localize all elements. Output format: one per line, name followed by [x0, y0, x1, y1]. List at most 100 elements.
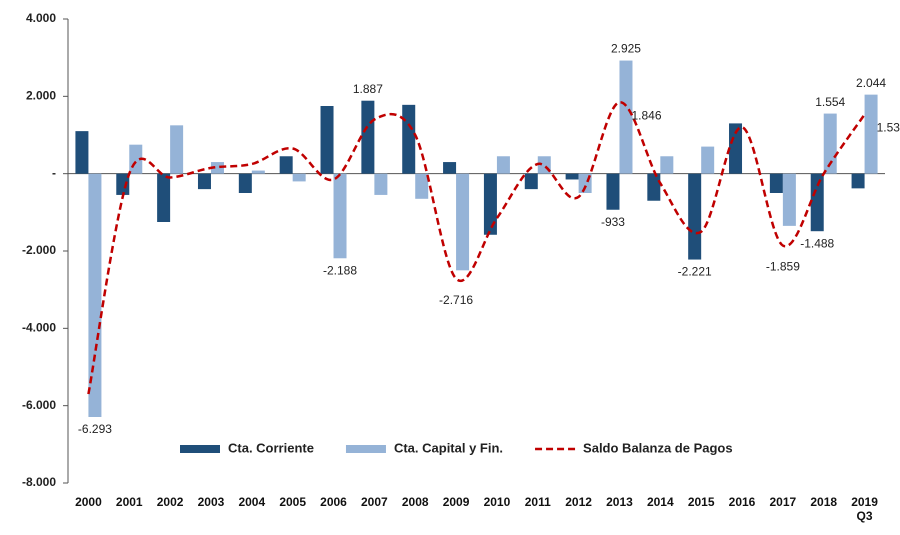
x-label-box: 2004 — [238, 495, 266, 509]
x-tick-label: 2004 — [238, 495, 266, 509]
bar — [864, 94, 878, 174]
bar — [524, 173, 538, 190]
bar — [810, 173, 824, 232]
legend-label: Cta. Capital y Fin. — [394, 440, 503, 455]
x-tick-label: 2002 — [156, 495, 184, 509]
data-label: 1.887 — [353, 82, 383, 96]
x-tick-label: 2018 — [810, 495, 838, 509]
y-tick-label: -4.000 — [22, 321, 56, 335]
bar — [361, 100, 375, 174]
x-tick-label: 2015 — [687, 495, 715, 509]
x-tick-label: 2008 — [401, 495, 429, 509]
x-tick-label: 2006 — [320, 495, 347, 509]
x-label-box: 2008 — [401, 495, 429, 509]
bar — [374, 173, 388, 195]
bar — [238, 173, 252, 193]
bar — [279, 156, 293, 174]
bar — [157, 173, 171, 222]
bar — [851, 173, 865, 189]
bar — [170, 125, 184, 174]
data-label: 2.925 — [611, 42, 641, 56]
data-label: 1.530 — [877, 121, 900, 135]
bar — [415, 173, 429, 199]
x-label-box: 2010 — [483, 495, 511, 509]
bar — [606, 173, 620, 210]
data-label: -2.188 — [323, 263, 357, 277]
x-label-box: 2006 — [320, 495, 347, 509]
bar — [769, 173, 783, 193]
y-tick-label: -8.000 — [22, 475, 56, 489]
data-label: -6.293 — [78, 422, 112, 436]
bar — [660, 156, 674, 174]
x-label-box: 2000 — [75, 495, 102, 509]
bar — [729, 123, 743, 174]
bar — [619, 60, 633, 174]
x-label-box: 2007 — [361, 495, 388, 509]
bar — [483, 173, 497, 235]
x-label-box: 2013 — [606, 495, 633, 509]
x-tick-label: 2009 — [442, 495, 470, 509]
x-tick-label: 2014 — [646, 495, 674, 509]
x-tick-label: 2000 — [75, 495, 102, 509]
data-label: 1.846 — [631, 108, 661, 122]
bar — [688, 173, 702, 260]
bar — [210, 162, 224, 174]
bar — [443, 162, 457, 174]
x-label-box: 2019 Q3 — [851, 495, 878, 523]
x-tick-label: 2003 — [197, 495, 225, 509]
bar — [647, 173, 661, 201]
x-tick-label: 2013 — [606, 495, 633, 509]
y-tick-label: -6.000 — [22, 398, 56, 412]
bar — [701, 146, 715, 174]
bar — [823, 113, 837, 174]
x-label-box: 2002 — [156, 495, 184, 509]
bar — [116, 173, 130, 195]
x-tick-label: 2016 — [728, 495, 756, 509]
x-tick-label: 2007 — [361, 495, 388, 509]
data-label: -1.859 — [766, 260, 800, 274]
data-label: -933 — [601, 215, 625, 229]
x-label-box: 2012 — [565, 495, 592, 509]
bar — [320, 106, 334, 174]
x-label-box: 2015 — [687, 495, 715, 509]
x-label-box: 2016 — [728, 495, 756, 509]
legend-label: Saldo Balanza de Pagos — [583, 440, 733, 455]
bar — [496, 156, 510, 174]
y-tick-label: 2.000 — [26, 89, 56, 103]
bar — [75, 131, 89, 174]
x-label-box: 2001 — [115, 495, 143, 509]
x-tick-label: 2005 — [279, 495, 307, 509]
data-label: 2.044 — [856, 76, 886, 90]
y-tick-label: - — [52, 166, 56, 180]
bar — [565, 173, 579, 180]
x-label-box: 2005 — [279, 495, 307, 509]
x-tick-label: 2019 Q3 — [851, 495, 878, 523]
bar — [456, 173, 470, 271]
line — [87, 101, 866, 395]
x-label-box: 2018 — [810, 495, 838, 509]
legend-swatch — [180, 445, 220, 453]
bar — [88, 173, 102, 417]
x-label-box: 2014 — [646, 495, 674, 509]
x-tick-label: 2001 — [115, 495, 143, 509]
legend-label: Cta. Corriente — [228, 440, 314, 455]
y-tick-label: -2.000 — [22, 243, 56, 257]
x-tick-label: 2011 — [524, 495, 551, 509]
x-tick-label: 2017 — [769, 495, 797, 509]
bar — [292, 173, 306, 182]
x-label-box: 2009 — [442, 495, 470, 509]
y-tick-label: 4.000 — [26, 11, 56, 25]
x-label-box: 2017 — [769, 495, 797, 509]
x-tick-label: 2012 — [565, 495, 592, 509]
bar — [782, 173, 796, 226]
x-tick-label: 2010 — [483, 495, 511, 509]
x-label-box: 2011 — [524, 495, 551, 509]
bar — [402, 104, 416, 174]
bar — [333, 173, 347, 259]
x-label-box: 2003 — [197, 495, 225, 509]
data-label: 1.554 — [815, 95, 845, 109]
data-label: -2.716 — [439, 293, 473, 307]
data-label: -2.221 — [678, 265, 712, 279]
legend-swatch — [345, 445, 386, 453]
